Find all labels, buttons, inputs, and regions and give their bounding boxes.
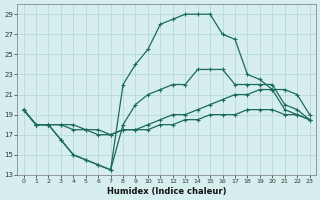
X-axis label: Humidex (Indice chaleur): Humidex (Indice chaleur): [107, 187, 226, 196]
